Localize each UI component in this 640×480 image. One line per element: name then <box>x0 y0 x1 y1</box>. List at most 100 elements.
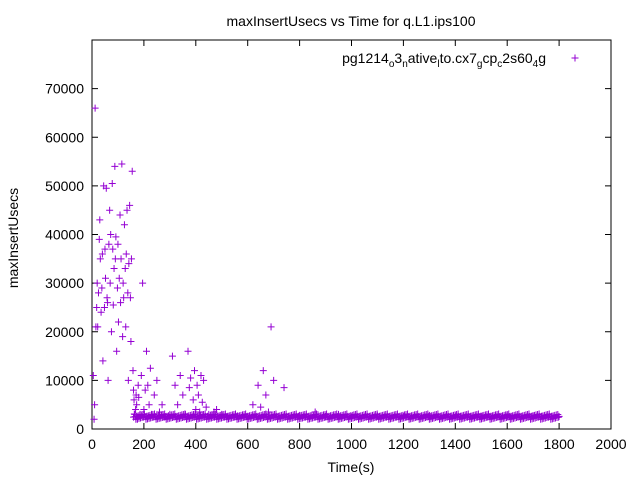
y-tick-label: 10000 <box>45 372 84 388</box>
data-point <box>105 240 113 248</box>
data-point <box>140 406 148 414</box>
data-point <box>189 396 197 404</box>
data-point <box>101 245 109 253</box>
data-point <box>555 413 563 421</box>
legend-subscript: o <box>389 59 395 70</box>
data-point <box>213 406 221 414</box>
data-point <box>257 403 265 411</box>
x-tick-label: 800 <box>288 436 312 452</box>
data-point <box>171 381 179 389</box>
data-point <box>113 284 121 292</box>
data-point <box>135 393 143 401</box>
data-point <box>192 406 200 414</box>
legend-subscript: n <box>402 59 408 70</box>
data-point <box>123 206 131 214</box>
legend-text-part: cp <box>482 50 497 66</box>
data-point <box>124 376 132 384</box>
y-tick-label: 30000 <box>45 275 84 291</box>
data-point <box>113 347 121 355</box>
data-point <box>134 381 142 389</box>
data-point <box>99 357 107 365</box>
data-point <box>280 384 288 392</box>
data-point <box>121 265 129 273</box>
x-axis-title: Time(s) <box>328 459 375 475</box>
legend-label: pg1214o3nativelto.cx7gcpc2s604g <box>342 50 546 70</box>
data-point <box>116 211 124 219</box>
data-point <box>126 201 134 209</box>
data-point <box>127 255 135 263</box>
legend-text-part: 2s60 <box>502 50 533 66</box>
data-point <box>117 299 125 307</box>
data-point <box>100 303 108 311</box>
legend-subscript: 4 <box>533 59 539 70</box>
data-point <box>262 391 270 399</box>
data-point <box>132 406 140 414</box>
legend-text-part: 3 <box>394 50 402 66</box>
data-point <box>117 255 125 263</box>
x-tick-label: 1200 <box>388 436 419 452</box>
x-tick-label: 1800 <box>544 436 575 452</box>
data-point <box>102 184 110 192</box>
x-tick-label: 2000 <box>595 436 626 452</box>
data-point <box>109 245 117 253</box>
data-point <box>194 391 202 399</box>
data-point <box>128 167 136 175</box>
data-point <box>200 376 208 384</box>
data-point <box>249 401 257 409</box>
data-point <box>125 260 133 268</box>
data-point <box>168 352 176 360</box>
data-point <box>130 386 138 394</box>
data-point <box>91 104 99 112</box>
y-tick-label: 40000 <box>45 227 84 243</box>
x-tick-label: 1000 <box>336 436 367 452</box>
x-tick-label: 0 <box>88 436 96 452</box>
x-tick-label: 400 <box>184 436 208 452</box>
data-point <box>139 279 147 287</box>
data-point <box>198 398 206 406</box>
data-point <box>184 347 192 355</box>
data-point <box>98 250 106 258</box>
data-point <box>129 367 137 375</box>
data-point <box>114 318 122 326</box>
data-point <box>118 160 126 168</box>
data-point <box>104 376 112 384</box>
data-point <box>108 179 116 187</box>
data-point <box>150 391 158 399</box>
data-point <box>103 294 111 302</box>
y-tick-label: 0 <box>76 421 84 437</box>
y-tick-label: 20000 <box>45 324 84 340</box>
data-point <box>176 372 184 380</box>
data-point <box>254 381 262 389</box>
data-point <box>115 274 123 282</box>
x-tick-label: 200 <box>132 436 156 452</box>
data-point <box>119 333 127 341</box>
data-point <box>106 206 114 214</box>
data-point <box>109 301 117 309</box>
x-tick-label: 1400 <box>440 436 471 452</box>
data-point <box>91 401 99 409</box>
data-point <box>185 384 193 392</box>
data-point <box>193 381 201 389</box>
data-point <box>96 216 104 224</box>
data-point <box>124 289 132 297</box>
data-point <box>106 279 114 287</box>
data-point <box>146 364 154 372</box>
data-point <box>96 255 104 263</box>
data-point <box>259 367 267 375</box>
data-point <box>93 303 101 311</box>
data-point <box>114 240 122 248</box>
data-point <box>158 401 166 409</box>
data-point <box>111 162 119 170</box>
data-point <box>94 289 102 297</box>
y-axis: 0 10000 20000 30000 40000 50000 60000 70000 <box>45 81 611 437</box>
data-point <box>145 401 153 409</box>
data-point <box>97 308 105 316</box>
data-point <box>122 323 130 331</box>
data-point <box>130 396 138 404</box>
data-point <box>104 299 112 307</box>
data-point <box>191 367 199 375</box>
data-points <box>89 104 563 423</box>
data-point <box>89 372 97 380</box>
legend-text-part: pg1214 <box>342 50 389 66</box>
